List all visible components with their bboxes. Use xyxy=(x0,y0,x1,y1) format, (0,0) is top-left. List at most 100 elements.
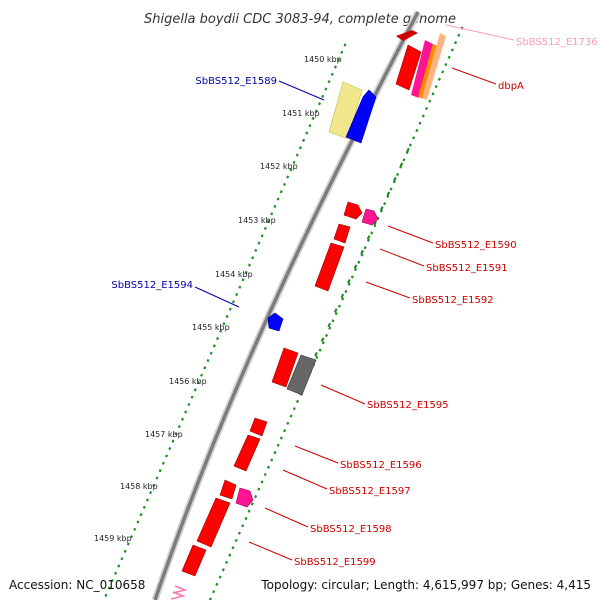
gene-arrow[interactable] xyxy=(328,81,363,140)
chevron-marks xyxy=(170,585,188,600)
gc-dot xyxy=(289,168,293,172)
gene-arrow[interactable] xyxy=(343,201,363,220)
gc-dot xyxy=(395,172,400,177)
gene-arrow[interactable] xyxy=(286,354,317,396)
gc-dot xyxy=(244,270,248,275)
gc-dot xyxy=(168,447,172,451)
gc-dot xyxy=(276,197,280,201)
gc-dot xyxy=(333,65,337,69)
gc-dot xyxy=(331,319,335,323)
gc-dot xyxy=(441,70,445,74)
gene-label[interactable]: dbpA xyxy=(498,81,524,92)
gc-dot xyxy=(219,329,223,333)
gc-dot xyxy=(328,326,332,330)
gc-dot xyxy=(421,114,425,118)
gene-arrow[interactable] xyxy=(314,242,345,292)
gc-dot xyxy=(383,202,387,206)
gene-label[interactable]: SbBS512_E1598 xyxy=(310,524,392,535)
gc-dot xyxy=(360,253,364,257)
gene-label[interactable]: SbBS512_E1592 xyxy=(412,295,494,306)
gc-dot xyxy=(324,87,328,91)
gc-dot xyxy=(279,436,283,440)
gene-arrow[interactable] xyxy=(233,434,261,472)
gc-dot xyxy=(353,264,358,270)
gc-dot xyxy=(228,553,232,557)
gene-arrow[interactable] xyxy=(395,44,422,91)
tick-label: 1450 kbp xyxy=(304,55,342,64)
gc-dot xyxy=(215,582,219,586)
gc-dot xyxy=(263,226,267,231)
gc-dot xyxy=(399,162,404,167)
gene-cluster-top xyxy=(395,30,446,100)
gc-dot xyxy=(337,58,341,62)
gc-dot xyxy=(234,538,238,543)
gc-dot xyxy=(454,41,458,45)
gc-dot xyxy=(340,293,345,299)
gc-dot xyxy=(425,106,429,111)
gene-label[interactable]: SbBS512_E1589 xyxy=(195,76,277,87)
gc-dot xyxy=(408,143,412,147)
genome-stats-text: Topology: circular; Length: 4,615,997 bp… xyxy=(261,578,591,592)
gene-label[interactable]: SbBS512_E1736 xyxy=(516,37,598,48)
gc-dot xyxy=(203,366,207,370)
gc-dot xyxy=(428,99,432,103)
gene-arrow[interactable] xyxy=(271,347,299,388)
gc-dot xyxy=(379,206,384,211)
gc-dot xyxy=(238,285,242,289)
tick-label: 1457 kbp xyxy=(145,430,183,439)
gc-dot xyxy=(315,355,319,360)
gc-dot xyxy=(321,341,325,345)
gc-dot xyxy=(247,263,251,267)
gc-dot xyxy=(250,502,254,506)
gc-dot xyxy=(260,480,264,484)
gene-arrow[interactable] xyxy=(345,89,377,144)
gene-arrow[interactable] xyxy=(249,417,268,437)
gc-dot xyxy=(139,513,143,517)
gc-dot xyxy=(142,505,146,509)
gene-arrow[interactable] xyxy=(396,30,418,41)
gc-dot xyxy=(237,531,241,535)
gc-dot xyxy=(165,454,169,458)
gc-dot xyxy=(260,234,264,238)
gc-dot xyxy=(231,300,235,304)
gene-arrow[interactable] xyxy=(219,479,237,500)
gene-label[interactable]: SbBS512_E1594 xyxy=(111,280,193,291)
gc-dot xyxy=(434,84,438,89)
gc-dot xyxy=(247,509,251,513)
gc-dot xyxy=(341,297,345,301)
gc-dot xyxy=(270,458,274,462)
gc-dot xyxy=(228,307,232,311)
gc-dot xyxy=(177,424,181,429)
gene-label[interactable]: SbBS512_E1590 xyxy=(435,240,517,251)
gc-dot xyxy=(235,292,239,297)
gc-dot xyxy=(357,260,361,264)
gene-label[interactable]: SbBS512_E1597 xyxy=(329,486,411,497)
gene-arrow[interactable] xyxy=(411,40,433,98)
gc-dot xyxy=(289,414,293,418)
gene-arrow[interactable] xyxy=(181,544,207,577)
gc-dot xyxy=(431,92,435,96)
gene-arrow[interactable] xyxy=(361,208,379,226)
gc-dot xyxy=(318,102,322,106)
gene-arrow[interactable] xyxy=(267,312,284,332)
gene-arrow[interactable] xyxy=(196,497,231,548)
gc-dot xyxy=(241,524,245,528)
gc-dot xyxy=(225,560,229,565)
gene-label[interactable]: SbBS512_E1595 xyxy=(367,400,449,411)
gc-dot xyxy=(314,109,318,113)
gene-arrow[interactable] xyxy=(333,223,351,244)
gc-dot xyxy=(373,220,377,226)
gc-dot xyxy=(174,432,178,436)
gc-dot xyxy=(333,308,338,313)
gene-label[interactable]: SbBS512_E1599 xyxy=(294,557,376,568)
gc-dot xyxy=(334,311,338,316)
gc-dot xyxy=(193,388,197,392)
gene-arrow[interactable] xyxy=(235,487,254,508)
gc-dot xyxy=(437,77,441,81)
gene-label[interactable]: SbBS512_E1596 xyxy=(340,460,422,471)
gene-arrow[interactable] xyxy=(422,33,446,100)
gc-dot xyxy=(110,579,114,583)
gc-dot xyxy=(298,146,302,150)
gene-label[interactable]: SbBS512_E1591 xyxy=(426,263,508,274)
gc-dot xyxy=(286,175,290,179)
